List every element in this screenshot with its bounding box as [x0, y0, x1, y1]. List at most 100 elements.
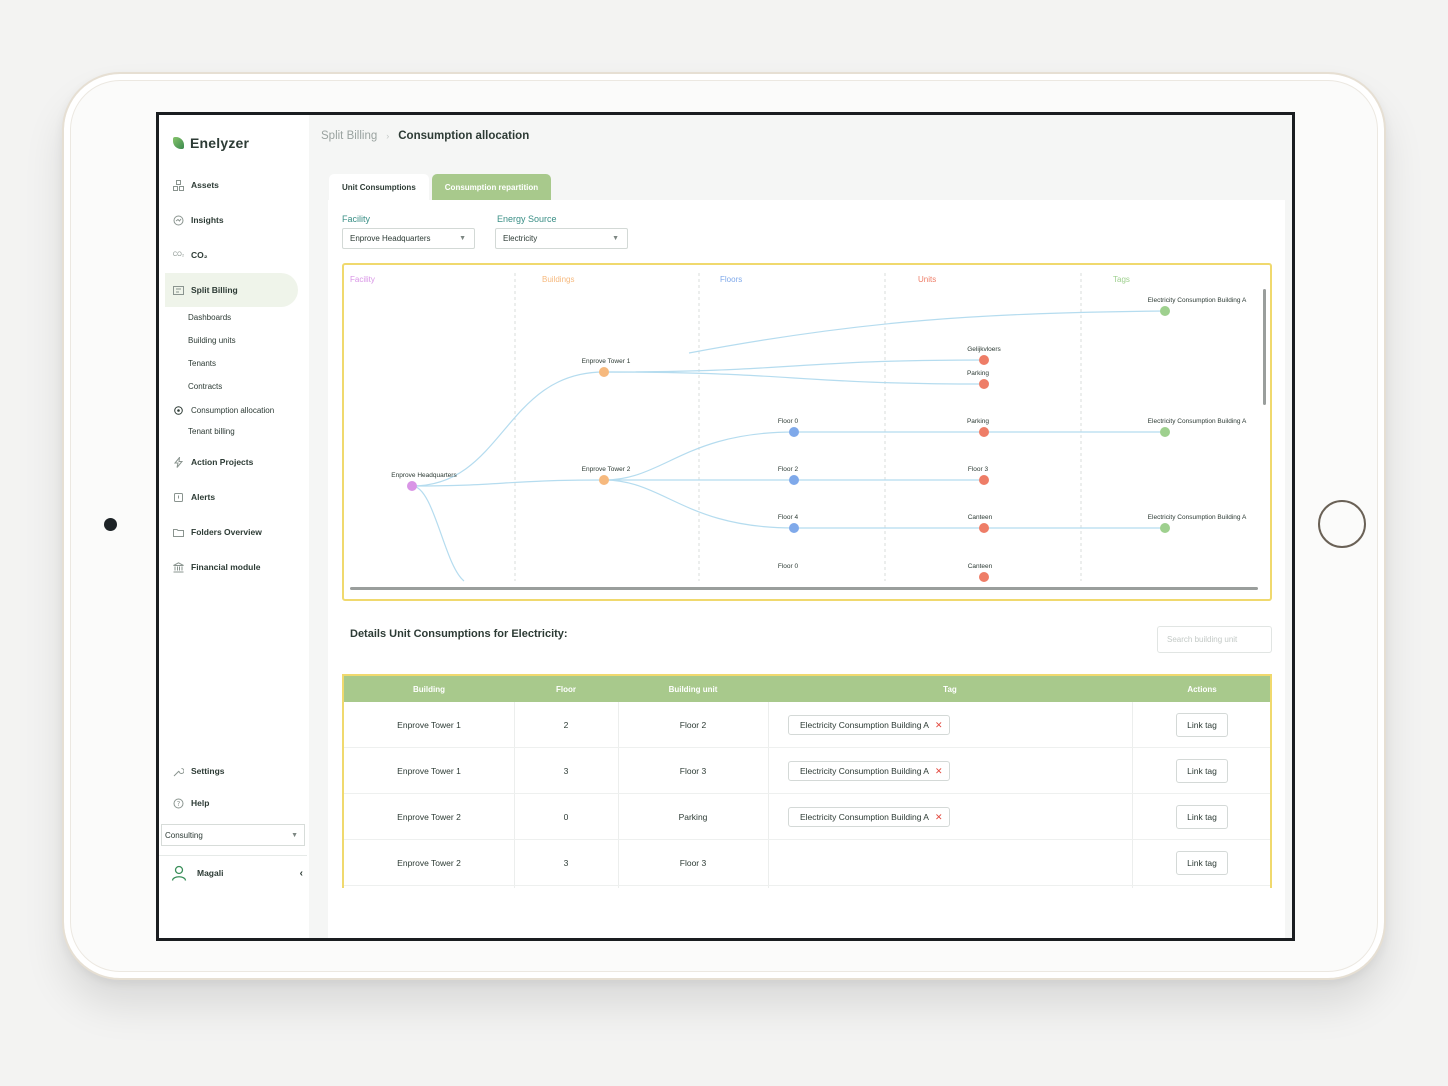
split-billing-icon — [173, 285, 184, 296]
cell-tag: Electricity Consumption Building A ✕ — [788, 702, 950, 748]
sidebar-subitem-tenant-billing[interactable]: Tenant billing — [188, 427, 235, 436]
sidebar-item-alerts[interactable]: Alerts — [173, 489, 215, 505]
link-tag-button[interactable]: Link tag — [1176, 713, 1228, 737]
target-icon — [173, 405, 184, 416]
column-header-units: Units — [918, 275, 936, 284]
tree-node-unit[interactable] — [979, 475, 989, 485]
tree-node-label: Enprove Headquarters — [391, 472, 457, 479]
link-tag-button[interactable]: Link tag — [1176, 759, 1228, 783]
sidebar-item-label: CO₂ — [191, 250, 208, 260]
details-title: Details Unit Consumptions for Electricit… — [350, 628, 568, 640]
cell-actions: Link tag — [1132, 794, 1270, 840]
cell-building-unit: Parking — [678, 812, 708, 822]
sidebar-item-label: Financial module — [191, 562, 261, 572]
sidebar-subitem-consumption-allocation[interactable]: Consumption allocation — [173, 402, 274, 418]
help-icon: ? — [173, 798, 184, 809]
tree-node-tag[interactable] — [1160, 523, 1170, 533]
column-divider — [768, 702, 769, 888]
tree-node-unit[interactable] — [979, 379, 989, 389]
search-building-unit-input[interactable]: Search building unit — [1157, 626, 1272, 653]
collapse-sidebar-icon[interactable]: ‹ — [299, 867, 303, 879]
tree-node-facility[interactable] — [407, 481, 417, 491]
energy-source-label: Energy Source — [497, 214, 557, 224]
tab-consumption-repartition[interactable]: Consumption repartition — [431, 174, 552, 200]
tree-node-floor[interactable] — [789, 523, 799, 533]
tag-chip-label: Electricity Consumption Building A — [800, 812, 929, 822]
facility-label: Facility — [342, 214, 371, 224]
tree-node-tag[interactable] — [1160, 306, 1170, 316]
main-content: Split Billing › Consumption allocation U… — [309, 115, 1292, 938]
sidebar-subitem-dashboards[interactable]: Dashboards — [188, 313, 232, 322]
sidebar-item-help[interactable]: ? Help — [173, 795, 209, 811]
co2-icon: CO₂ — [172, 252, 185, 258]
column-header-building: Building — [413, 684, 445, 694]
table-row: Enprove Tower 2 3 Floor 3 Link tag — [344, 840, 1270, 886]
organization-select[interactable]: Consulting ▼ — [161, 824, 305, 846]
tree-node-floor[interactable] — [789, 427, 799, 437]
tree-node-label: Electricity Consumption Building A — [1148, 514, 1247, 521]
cell-actions: Link tag — [1132, 748, 1270, 794]
sidebar-item-folders-overview[interactable]: Folders Overview — [173, 524, 262, 540]
organization-select-value: Consulting — [165, 830, 203, 840]
horizontal-scrollbar[interactable] — [350, 587, 1258, 590]
sidebar-subitem-contracts[interactable]: Contracts — [188, 382, 223, 391]
cell-tag: Electricity Consumption Building A ✕ — [788, 748, 950, 794]
tree-node-unit[interactable] — [979, 427, 989, 437]
tree-node-label: Canteen — [968, 514, 993, 521]
tree-node-tag[interactable] — [1160, 427, 1170, 437]
tag-chip: Electricity Consumption Building A ✕ — [788, 807, 950, 827]
sidebar-item-label: Folders Overview — [191, 527, 262, 537]
tree-node-label: Gelijkvloers — [967, 346, 1001, 353]
tree-node-label: Floor 4 — [778, 514, 799, 521]
energy-source-select[interactable]: Electricity ▼ — [495, 228, 628, 249]
tab-unit-consumptions[interactable]: Unit Consumptions — [329, 174, 429, 200]
tree-node-floor[interactable] — [789, 475, 799, 485]
sidebar-item-financial-module[interactable]: Financial module — [173, 559, 260, 575]
tag-chip: Electricity Consumption Building A ✕ — [788, 761, 950, 781]
tree-node-label: Canteen — [968, 563, 993, 570]
column-header-buildings: Buildings — [542, 275, 574, 284]
sidebar-subitem-building-units[interactable]: Building units — [188, 336, 236, 345]
breadcrumb-parent[interactable]: Split Billing — [321, 130, 378, 142]
cell-building-unit: Floor 3 — [679, 766, 707, 776]
cell-building: Enprove Tower 1 — [397, 766, 461, 776]
cell-building-unit: Floor 3 — [679, 858, 707, 868]
logo[interactable]: Enelyzer — [173, 135, 249, 151]
vertical-scrollbar[interactable] — [1263, 289, 1266, 405]
user-name: Magali — [197, 868, 224, 878]
cell-floor: 0 — [563, 812, 569, 822]
tree-node-building[interactable] — [599, 367, 609, 377]
tree-node-unit[interactable] — [979, 523, 989, 533]
sidebar-item-assets[interactable]: Assets — [173, 177, 219, 193]
link-tag-button[interactable]: Link tag — [1176, 805, 1228, 829]
column-divider — [514, 702, 515, 888]
remove-tag-icon[interactable]: ✕ — [934, 765, 943, 776]
tree-node-unit[interactable] — [979, 572, 989, 582]
sidebar-item-action-projects[interactable]: Action Projects — [173, 454, 253, 470]
breadcrumb-separator-icon: › — [386, 131, 390, 141]
cell-actions: Link tag — [1132, 702, 1270, 748]
tag-chip-label: Electricity Consumption Building A — [800, 766, 929, 776]
sidebar-item-settings[interactable]: Settings — [173, 763, 225, 779]
sidebar-item-split-billing[interactable]: Split Billing — [173, 282, 238, 298]
unit-consumptions-table: Building Floor Building unit Tag Actions… — [342, 674, 1272, 888]
link-tag-button[interactable]: Link tag — [1176, 851, 1228, 875]
cell-building: Enprove Tower 1 — [397, 720, 461, 730]
tag-chip: Electricity Consumption Building A ✕ — [788, 715, 950, 735]
remove-tag-icon[interactable]: ✕ — [934, 811, 943, 822]
table-row: Enprove Tower 2 0 Parking Electricity Co… — [344, 794, 1270, 840]
sidebar-subitem-tenants[interactable]: Tenants — [188, 359, 217, 368]
app-name: Enelyzer — [190, 135, 250, 151]
lightning-icon — [173, 456, 184, 468]
remove-tag-icon[interactable]: ✕ — [934, 719, 943, 730]
facility-select[interactable]: Enprove Headquarters ▼ — [342, 228, 475, 249]
sidebar-item-insights[interactable]: Insights — [173, 212, 224, 228]
column-header-building-unit: Building unit — [668, 684, 718, 694]
tree-node-label: Floor 0 — [778, 563, 799, 570]
table-header: Building Floor Building unit Tag Actions — [344, 676, 1270, 702]
tree-node-unit[interactable] — [979, 355, 989, 365]
sidebar-item-co2[interactable]: CO₂ CO₂ — [173, 247, 208, 263]
tree-node-building[interactable] — [599, 475, 609, 485]
cell-tag: Electricity Consumption Building A ✕ — [788, 794, 950, 840]
user-profile[interactable]: Magali ‹ — [171, 865, 303, 881]
